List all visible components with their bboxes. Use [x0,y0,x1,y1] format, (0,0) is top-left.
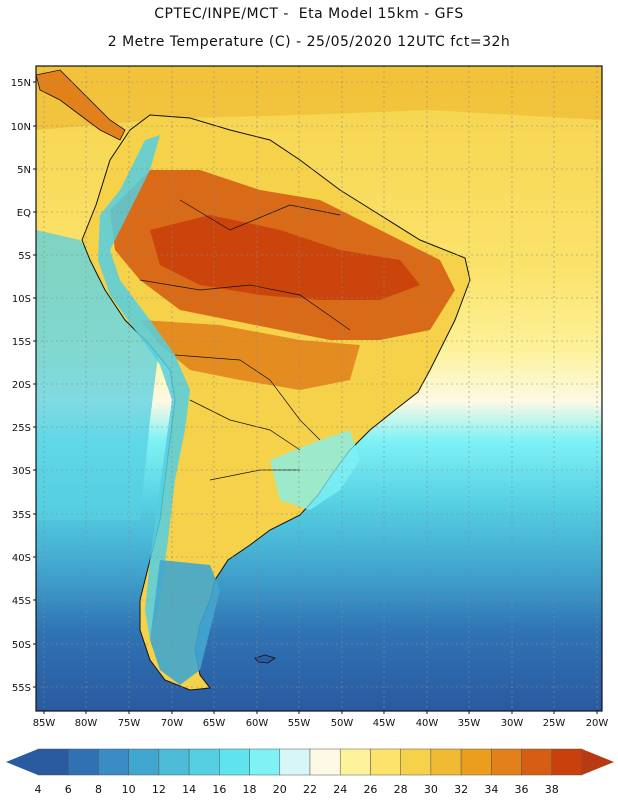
map-frame [35,65,603,712]
legend-value-label: 22 [303,783,317,796]
longitude-label: 25W [543,718,566,729]
map-field [36,66,602,711]
longitude-label: 75W [118,718,141,729]
latitude-label: 10S [12,294,31,305]
legend-color-box [158,748,190,776]
latitude-label: 10N [11,122,31,133]
legend-color-box [98,748,129,776]
latitude-label: 35S [12,510,31,521]
latitude-label: 40S [12,553,31,564]
longitude-labels: 85W 80W 75W 70W 65W 60W 55W 50W 45W 40W 35W 30W 25W 2… [33,711,609,729]
longitude-label: 55W [288,718,311,729]
graticule-grid [36,66,602,711]
legend-value-label: 32 [454,783,468,796]
falkland-islands [254,654,276,664]
legend-color-box [309,748,341,776]
latitude-label: 20S [12,380,31,391]
color-legend: 4 6 8 10 12 14 16 18 20 22 24 26 28 30 32 34 36 38 [6,748,614,796]
legend-color-box [460,748,492,776]
legend-color-box [551,748,583,776]
central-america-landmass [36,69,126,141]
chart-title-line-2: 2 Metre Temperature (C) - 25/05/2020 12U… [107,34,511,50]
longitude-label: 30W [501,718,524,729]
central-warm-region [140,320,360,390]
longitude-label: 45W [373,718,396,729]
longitude-label: 80W [75,718,98,729]
latitude-label: 50S [12,640,31,651]
longitude-label: 65W [203,718,226,729]
legend-color-box [339,748,371,776]
legend-value-label: 24 [333,783,347,796]
legend-color-box [491,748,522,776]
latitude-label: 15N [11,78,31,89]
longitude-label: 70W [161,718,184,729]
legend-above-range-arrow [582,749,614,775]
legend-value-label: 10 [122,783,136,796]
legend-color-box [67,748,99,776]
country-borders [139,199,351,481]
legend-color-box [37,748,69,776]
legend-value-label: 4 [35,783,42,796]
longitude-label: 40W [416,718,439,729]
latitude-label: EQ [17,208,31,219]
longitude-label: 85W [33,718,56,729]
legend-value-label: 34 [484,783,498,796]
longitude-label: 60W [246,718,269,729]
longitude-label: 35W [458,718,481,729]
legend-color-box [249,748,281,776]
legend-below-range-arrow [6,749,38,775]
longitude-label: 20W [586,718,609,729]
latitude-label: 45S [12,596,31,607]
legend-color-box [370,748,401,776]
latitude-label: 30S [12,466,31,477]
longitude-label: 50W [331,718,354,729]
legend-value-label: 20 [273,783,287,796]
legend-value-label: 12 [152,783,166,796]
legend-color-box [188,748,220,776]
legend-value-label: 28 [394,783,408,796]
legend-color-box [430,748,462,776]
temperature-map: 15N 10N 5N EQ 5S 10S 15S 20S 25S 30S 35S 40S 45S 50S 5… [11,65,609,729]
legend-value-label: 18 [243,783,257,796]
latitude-label: 15S [12,337,31,348]
latitude-label: 25S [12,423,31,434]
legend-value-label: 14 [182,783,196,796]
legend-value-label: 38 [545,783,559,796]
legend-color-box [279,748,311,776]
amazon-hottest-core [150,215,420,300]
latitude-label: 5S [18,251,31,262]
legend-color-box [128,748,160,776]
legend-color-box [219,748,250,776]
chart-title-line-1: CPTEC/INPE/MCT - Eta Model 15km - GFS [154,6,464,22]
latitude-label: 55S [12,683,31,694]
legend-color-box [521,748,553,776]
latitude-labels: 15N 10N 5N EQ 5S 10S 15S 20S 25S 30S 35S 40S 45S 50S 5… [11,78,36,694]
legend-value-label: 16 [212,783,226,796]
legend-value-label: 8 [95,783,102,796]
southeast-cool-region [270,430,360,510]
legend-value-label: 36 [515,783,529,796]
legend-value-label: 30 [424,783,438,796]
latitude-label: 5N [17,165,31,176]
legend-value-label: 26 [363,783,377,796]
legend-color-box [400,748,432,776]
patagonia-cool-region [150,560,220,685]
legend-value-label: 6 [65,783,72,796]
